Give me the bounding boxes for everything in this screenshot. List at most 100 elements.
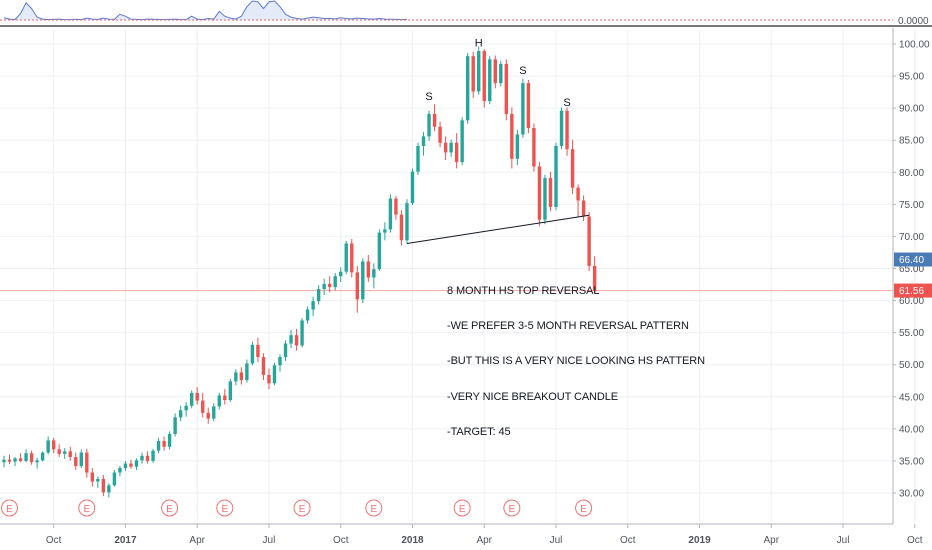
candle-body <box>581 200 586 217</box>
candle-body <box>162 441 166 447</box>
candle-body <box>488 59 492 102</box>
x-axis-tick-label: Jul <box>550 535 563 546</box>
candle-body <box>366 261 371 278</box>
candle-body <box>499 63 503 84</box>
candle-body <box>206 412 210 419</box>
candle-body <box>173 417 177 434</box>
candle-body <box>405 203 409 241</box>
pattern-label: S <box>519 65 526 77</box>
y-axis-tick-label: 100.00 <box>899 40 930 51</box>
candle-body <box>521 83 525 135</box>
candle-body <box>515 134 520 159</box>
candle-body <box>427 113 431 137</box>
candle-body <box>372 269 376 278</box>
candle-body <box>228 381 233 400</box>
price-label-text: 61.56 <box>899 286 924 297</box>
earnings-marker-label: E <box>221 504 228 515</box>
candle-body <box>239 372 244 381</box>
earnings-marker-label: E <box>166 504 173 515</box>
candle-body <box>465 56 470 121</box>
candle-body <box>410 171 415 204</box>
x-axis-tick-label: Jul <box>837 535 850 546</box>
candle-body <box>256 344 260 358</box>
price-label-box <box>894 252 932 267</box>
earnings-marker <box>503 499 521 517</box>
candle-body <box>554 145 558 207</box>
candle-body <box>195 392 199 401</box>
candle-body <box>51 440 56 450</box>
candle-body <box>101 478 106 493</box>
candle-body <box>24 453 28 461</box>
pattern-label: S <box>563 97 570 109</box>
earnings-marker-label: E <box>459 504 466 515</box>
candle-body <box>537 166 542 220</box>
candle-body <box>7 459 12 462</box>
candle-body <box>526 83 531 129</box>
y-axis-tick-label: 70.00 <box>899 232 924 243</box>
candle-body <box>510 113 514 159</box>
candle-body <box>272 365 277 384</box>
price-label-text: 66.40 <box>899 255 924 266</box>
candle-body <box>394 198 398 215</box>
candle-body <box>184 405 188 411</box>
neckline <box>406 214 590 244</box>
candle-body <box>245 363 249 381</box>
candle-body <box>460 120 464 163</box>
candle-body <box>421 136 426 146</box>
x-axis-tick-label: Oct <box>46 535 62 546</box>
x-axis-tick-label: Apr <box>763 535 779 546</box>
candle-body <box>140 455 144 461</box>
candle-body <box>112 472 117 486</box>
candle-body <box>2 459 6 463</box>
candle-body <box>167 433 172 447</box>
candle-body <box>57 449 61 454</box>
earnings-marker <box>78 499 96 517</box>
candle-body <box>504 63 509 114</box>
annotation-line: -TARGET: 45 <box>447 426 511 439</box>
candle-body <box>145 455 150 461</box>
earnings-marker <box>161 499 179 517</box>
candle-body <box>118 467 122 473</box>
candle-body <box>559 110 564 146</box>
candle-body <box>543 178 547 220</box>
candle-body <box>377 232 382 270</box>
earnings-marker <box>575 499 593 517</box>
candle-body <box>35 460 39 463</box>
candle-body <box>107 485 111 493</box>
candle-body <box>532 128 536 167</box>
x-axis-tick-label: Oct <box>620 535 636 546</box>
candle-body <box>322 283 326 290</box>
candle-body <box>587 216 591 266</box>
candle-body <box>129 463 133 467</box>
candle-body <box>134 460 139 467</box>
candle-body <box>383 229 387 233</box>
pattern-label: H <box>475 38 483 50</box>
candle-body <box>565 110 569 150</box>
candle-body <box>90 472 95 482</box>
earnings-marker-label: E <box>83 504 90 515</box>
candle-body <box>333 276 337 288</box>
x-axis-tick-label: Oct <box>907 535 923 546</box>
candle-body <box>289 335 293 344</box>
y-axis-tick-label: 40.00 <box>899 424 924 435</box>
candle-body <box>355 272 359 300</box>
candle-body <box>79 452 83 467</box>
candle-body <box>85 452 89 473</box>
y-axis-tick-label: 80.00 <box>899 168 924 179</box>
annotation-line: -VERY NICE BREAKOUT CANDLE <box>447 390 619 403</box>
candle-body <box>234 372 238 382</box>
earnings-marker <box>453 499 471 517</box>
candle-body <box>316 289 321 302</box>
candle-body <box>250 344 255 364</box>
candle-body <box>151 450 155 461</box>
candle-body <box>29 453 34 463</box>
earnings-marker-label: E <box>6 504 13 515</box>
candle-body <box>471 56 475 92</box>
candle-body <box>305 309 310 321</box>
earnings-marker-label: E <box>580 504 587 515</box>
candle-body <box>344 243 348 272</box>
candle-body <box>300 320 304 346</box>
earnings-marker <box>365 499 383 517</box>
